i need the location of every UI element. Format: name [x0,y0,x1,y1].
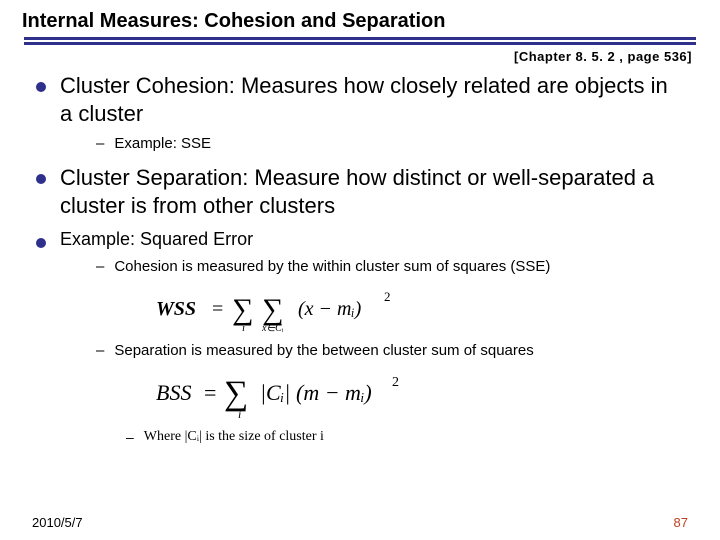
footer-date: 2010/5/7 [32,515,83,530]
svg-text:(x − mᵢ): (x − mᵢ) [298,298,362,320]
formula-wss: WSS = ∑ i ∑ x∈Cᵢ (x − mᵢ) 2 [156,287,684,333]
dash-icon: – [96,134,104,154]
bullet-cohesion: Cluster Cohesion: Measures how closely r… [36,72,684,128]
svg-text:2: 2 [392,375,399,390]
svg-text:i: i [242,322,245,333]
svg-text:x∈Cᵢ: x∈Cᵢ [261,323,284,333]
bullet-icon [36,82,46,92]
svg-text:∑: ∑ [262,293,283,326]
svg-text:WSS: WSS [156,298,196,320]
svg-text:i: i [238,407,241,420]
dash-icon: – [126,428,134,446]
bullet-text: Cluster Separation: Measure how distinct… [60,164,684,220]
sub-bullet-where: – Where |Cᵢ| is the size of cluster i [126,428,684,446]
bullet-icon [36,238,46,248]
sub-bullet-bss: – Separation is measured by the between … [96,341,684,361]
dash-icon: – [96,341,104,361]
title-rule [24,37,696,45]
svg-text:=: = [212,298,223,320]
bullet-sqerr: Example: Squared Error [36,228,684,251]
sub-text: Separation is measured by the between cl… [114,341,533,361]
chapter-reference: [Chapter 8. 5. 2 , page 536] [0,45,720,66]
svg-text:=: = [204,380,216,405]
svg-text:2: 2 [384,289,391,304]
formula-bss: BSS = ∑ i |Cᵢ| (m − mᵢ) 2 [156,370,684,420]
bullet-text: Example: Squared Error [60,228,253,251]
svg-text:∑: ∑ [224,375,248,412]
dash-icon: – [96,257,104,277]
footer: 2010/5/7 87 [0,515,720,530]
svg-text:BSS: BSS [156,380,191,405]
sub-text: Example: SSE [114,134,211,154]
slide-number: 87 [674,515,688,530]
sub-bullet-wss: – Cohesion is measured by the within clu… [96,257,684,277]
content-area: Cluster Cohesion: Measures how closely r… [0,66,720,446]
sub-bullet-cohesion-example: – Example: SSE [96,134,684,154]
svg-text:(m − mᵢ): (m − mᵢ) [296,380,372,405]
sub-text: Where |Cᵢ| is the size of cluster i [144,428,324,446]
sub-text: Cohesion is measured by the within clust… [114,257,550,277]
slide-title: Internal Measures: Cohesion and Separati… [0,0,720,37]
svg-text:|Cᵢ|: |Cᵢ| [260,380,290,405]
bullet-separation: Cluster Separation: Measure how distinct… [36,164,684,220]
bullet-text: Cluster Cohesion: Measures how closely r… [60,72,684,128]
bullet-icon [36,174,46,184]
